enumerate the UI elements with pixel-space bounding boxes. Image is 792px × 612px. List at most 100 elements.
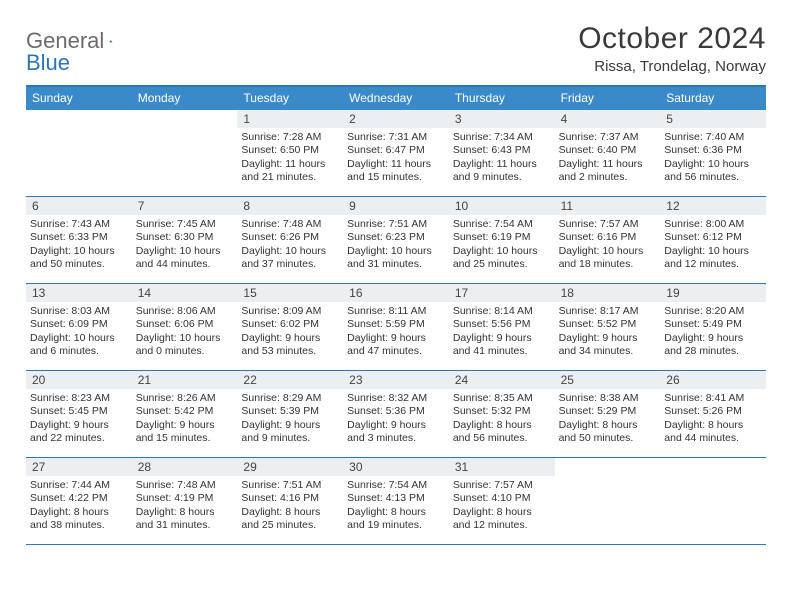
dow-header-cell: Friday: [555, 87, 661, 110]
sunrise-line: Sunrise: 7:45 AM: [136, 218, 234, 231]
sunrise-line: Sunrise: 8:03 AM: [30, 305, 128, 318]
sunrise-line: Sunrise: 7:40 AM: [664, 131, 762, 144]
daylight-line: Daylight: 10 hours and 0 minutes.: [136, 332, 234, 359]
sunset-line: Sunset: 6:33 PM: [30, 231, 128, 244]
sunrise-line: Sunrise: 7:48 AM: [136, 479, 234, 492]
sunset-line: Sunset: 6:19 PM: [453, 231, 551, 244]
day-number: 20: [26, 371, 132, 389]
sunset-line: Sunset: 5:59 PM: [347, 318, 445, 331]
day-cell: 21Sunrise: 8:26 AMSunset: 5:42 PMDayligh…: [132, 371, 238, 457]
sunset-line: Sunset: 5:39 PM: [241, 405, 339, 418]
daylight-line: Daylight: 9 hours and 3 minutes.: [347, 419, 445, 446]
month-title: October 2024: [578, 22, 766, 56]
daylight-line: Daylight: 9 hours and 22 minutes.: [30, 419, 128, 446]
sunset-line: Sunset: 6:47 PM: [347, 144, 445, 157]
day-details: Sunrise: 7:48 AMSunset: 6:26 PMDaylight:…: [241, 218, 339, 272]
day-number: 29: [237, 458, 343, 476]
day-number: 23: [343, 371, 449, 389]
sunrise-line: Sunrise: 8:20 AM: [664, 305, 762, 318]
daylight-line: Daylight: 8 hours and 12 minutes.: [453, 506, 551, 533]
calendar: SundayMondayTuesdayWednesdayThursdayFrid…: [26, 85, 766, 545]
daylight-line: Daylight: 8 hours and 56 minutes.: [453, 419, 551, 446]
week-row: 13 Sunrise: 8:03 AMSunset: 6:09 PMDayligh…: [26, 284, 766, 371]
day-details: Sunrise: 7:57 AMSunset: 4:10 PMDaylight:…: [453, 479, 551, 533]
day-details: Sunrise: 7:31 AMSunset: 6:47 PMDaylight:…: [347, 131, 445, 185]
day-cell: 18Sunrise: 8:17 AMSunset: 5:52 PMDayligh…: [555, 284, 661, 370]
day-cell: 19Sunrise: 8:20 AMSunset: 5:49 PMDayligh…: [660, 284, 766, 370]
sunset-line: Sunset: 6:50 PM: [241, 144, 339, 157]
day-cell: 17Sunrise: 8:14 AMSunset: 5:56 PMDayligh…: [449, 284, 555, 370]
empty-cell: .: [132, 110, 238, 196]
day-details: Sunrise: 8:41 AMSunset: 5:26 PMDaylight:…: [664, 392, 762, 446]
sunset-line: Sunset: 5:56 PM: [453, 318, 551, 331]
sunset-line: Sunset: 6:16 PM: [559, 231, 657, 244]
day-cell: 16Sunrise: 8:11 AMSunset: 5:59 PMDayligh…: [343, 284, 449, 370]
sunset-line: Sunset: 6:40 PM: [559, 144, 657, 157]
day-cell: 30Sunrise: 7:54 AMSunset: 4:13 PMDayligh…: [343, 458, 449, 544]
dow-header-row: SundayMondayTuesdayWednesdayThursdayFrid…: [26, 87, 766, 110]
day-details: Sunrise: 7:48 AMSunset: 4:19 PMDaylight:…: [136, 479, 234, 533]
sunset-line: Sunset: 6:06 PM: [136, 318, 234, 331]
day-cell: 2 Sunrise: 7:31 AMSunset: 6:47 PMDaylight…: [343, 110, 449, 196]
day-cell: 24Sunrise: 8:35 AMSunset: 5:32 PMDayligh…: [449, 371, 555, 457]
day-number: 25: [555, 371, 661, 389]
day-number: 13: [26, 284, 132, 302]
title-block: October 2024 Rissa, Trondelag, Norway: [578, 22, 766, 75]
day-details: Sunrise: 8:20 AMSunset: 5:49 PMDaylight:…: [664, 305, 762, 359]
day-number: 2: [343, 110, 449, 128]
sunset-line: Sunset: 6:23 PM: [347, 231, 445, 244]
sunset-line: Sunset: 5:42 PM: [136, 405, 234, 418]
empty-cell: .: [26, 110, 132, 196]
day-number: 11: [555, 197, 661, 215]
day-details: Sunrise: 7:45 AMSunset: 6:30 PMDaylight:…: [136, 218, 234, 272]
day-details: Sunrise: 8:00 AMSunset: 6:12 PMDaylight:…: [664, 218, 762, 272]
sunset-line: Sunset: 6:26 PM: [241, 231, 339, 244]
day-cell: 3Sunrise: 7:34 AMSunset: 6:43 PMDaylight…: [449, 110, 555, 196]
sunset-line: Sunset: 4:22 PM: [30, 492, 128, 505]
day-number: 22: [237, 371, 343, 389]
day-details: Sunrise: 7:51 AMSunset: 6:23 PMDaylight:…: [347, 218, 445, 272]
day-details: Sunrise: 8:35 AMSunset: 5:32 PMDaylight:…: [453, 392, 551, 446]
sunrise-line: Sunrise: 7:48 AM: [241, 218, 339, 231]
empty-cell: .: [555, 458, 661, 544]
sunset-line: Sunset: 6:12 PM: [664, 231, 762, 244]
empty-cell: .: [660, 458, 766, 544]
week-row: ..1Sunrise: 7:28 AMSunset: 6:50 PMDaylig…: [26, 110, 766, 197]
daylight-line: Daylight: 10 hours and 25 minutes.: [453, 245, 551, 272]
day-number: 8: [237, 197, 343, 215]
day-details: Sunrise: 7:54 AMSunset: 4:13 PMDaylight:…: [347, 479, 445, 533]
day-details: Sunrise: 8:06 AMSunset: 6:06 PMDaylight:…: [136, 305, 234, 359]
day-number: .: [660, 458, 766, 476]
daylight-line: Daylight: 8 hours and 25 minutes.: [241, 506, 339, 533]
sunrise-line: Sunrise: 8:38 AM: [559, 392, 657, 405]
day-number: 28: [132, 458, 238, 476]
sunset-line: Sunset: 6:02 PM: [241, 318, 339, 331]
dow-header-cell: Sunday: [26, 87, 132, 110]
day-number: .: [26, 110, 132, 128]
day-cell: 25Sunrise: 8:38 AMSunset: 5:29 PMDayligh…: [555, 371, 661, 457]
day-number: 26: [660, 371, 766, 389]
daylight-line: Daylight: 9 hours and 28 minutes.: [664, 332, 762, 359]
day-cell: 15Sunrise: 8:09 AMSunset: 6:02 PMDayligh…: [237, 284, 343, 370]
day-details: Sunrise: 7:54 AMSunset: 6:19 PMDaylight:…: [453, 218, 551, 272]
day-details: Sunrise: 7:43 AMSunset: 6:33 PMDaylight:…: [30, 218, 128, 272]
day-number: 1: [237, 110, 343, 128]
day-details: Sunrise: 8:32 AMSunset: 5:36 PMDaylight:…: [347, 392, 445, 446]
sunrise-line: Sunrise: 8:00 AM: [664, 218, 762, 231]
day-cell: 27Sunrise: 7:44 AMSunset: 4:22 PMDayligh…: [26, 458, 132, 544]
daylight-line: Daylight: 11 hours and 2 minutes.: [559, 158, 657, 185]
day-number: 18: [555, 284, 661, 302]
daylight-line: Daylight: 8 hours and 31 minutes.: [136, 506, 234, 533]
sunrise-line: Sunrise: 8:06 AM: [136, 305, 234, 318]
daylight-line: Daylight: 9 hours and 53 minutes.: [241, 332, 339, 359]
sunset-line: Sunset: 4:13 PM: [347, 492, 445, 505]
day-details: Sunrise: 8:03 AMSunset: 6:09 PMDaylight:…: [30, 305, 128, 359]
sunrise-line: Sunrise: 7:57 AM: [453, 479, 551, 492]
day-details: Sunrise: 7:57 AMSunset: 6:16 PMDaylight:…: [559, 218, 657, 272]
daylight-line: Daylight: 9 hours and 34 minutes.: [559, 332, 657, 359]
sunrise-line: Sunrise: 7:51 AM: [347, 218, 445, 231]
sunset-line: Sunset: 5:52 PM: [559, 318, 657, 331]
sunrise-line: Sunrise: 7:37 AM: [559, 131, 657, 144]
sunset-line: Sunset: 4:16 PM: [241, 492, 339, 505]
sunset-line: Sunset: 5:29 PM: [559, 405, 657, 418]
